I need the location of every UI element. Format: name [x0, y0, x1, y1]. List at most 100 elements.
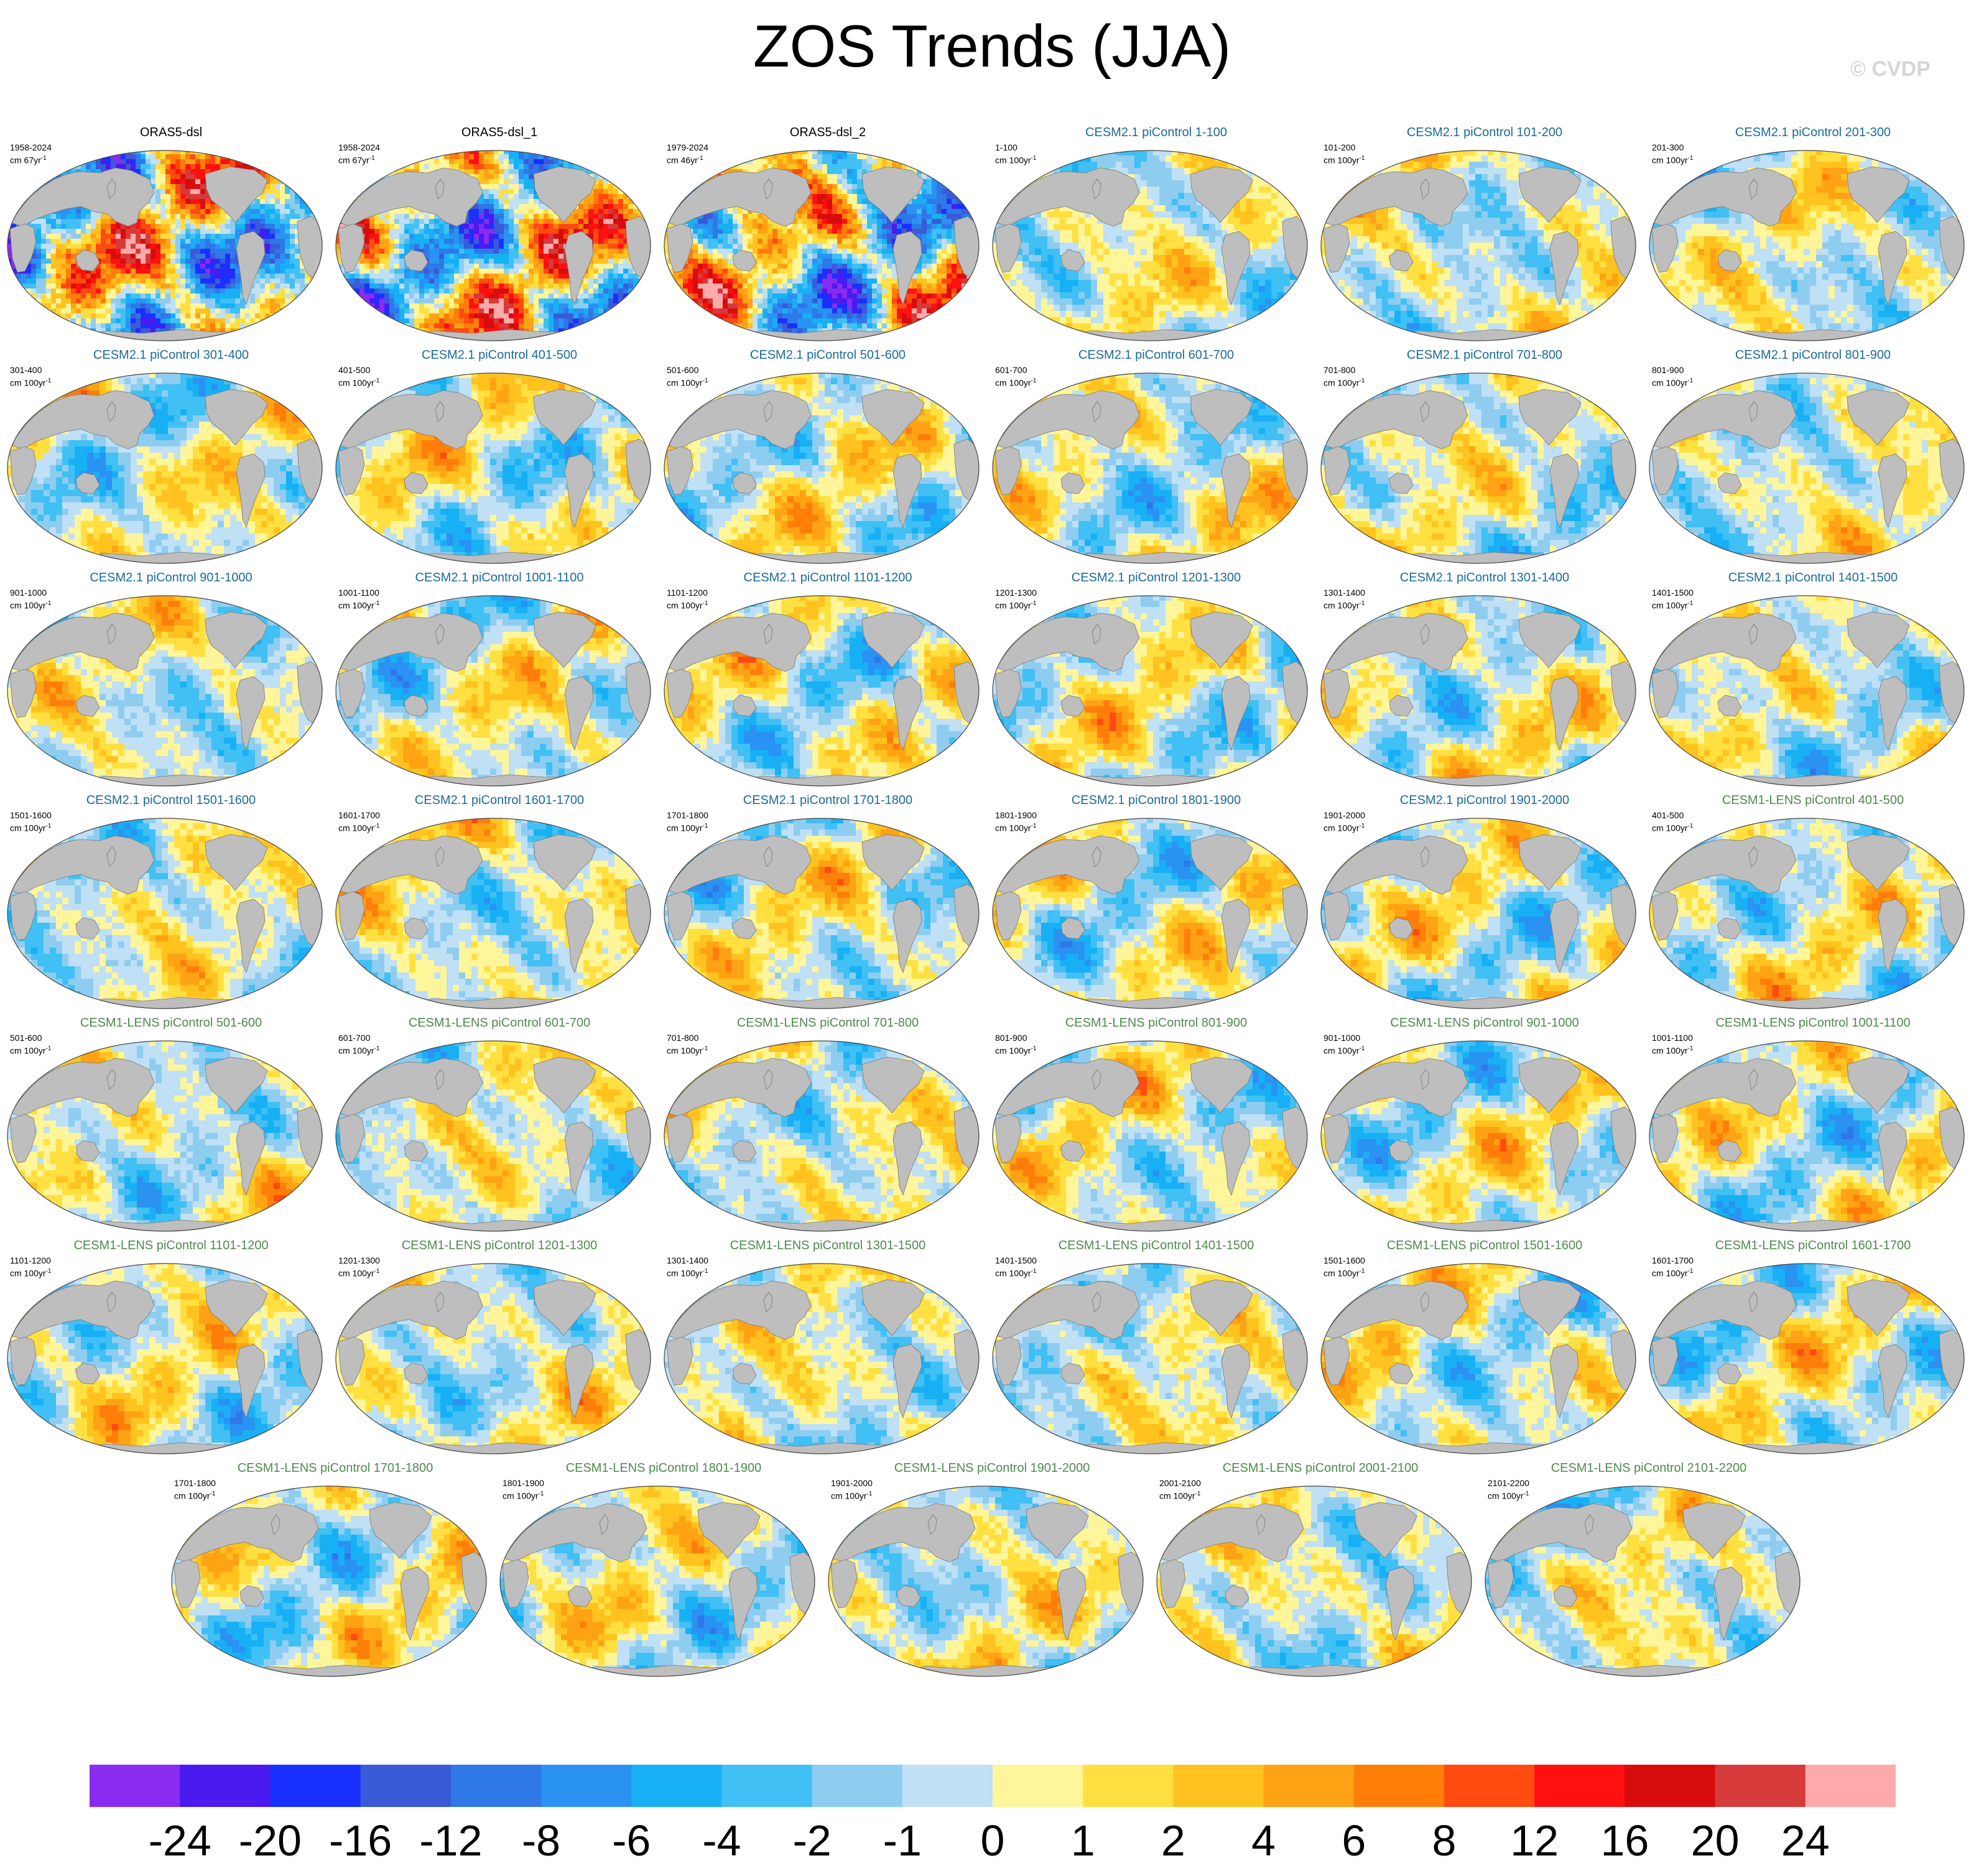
- trend-map: [1484, 1485, 1801, 1678]
- panel-period: 1958-2024: [10, 142, 52, 153]
- panel-period-units: 1801-1900 cm 100yr-1: [995, 810, 1037, 834]
- panel-period-units: 1001-1100 cm 100yr-1: [338, 587, 379, 611]
- panel-title: CESM1-LENS piControl 1401-1500: [991, 1239, 1321, 1253]
- panel-title: CESM2.1 piControl 801-900: [1648, 348, 1978, 363]
- map-panel: CESM1-LENS piControl 801-900 801-900 cm 10…: [991, 1015, 1321, 1232]
- trend-map: [1320, 1040, 1637, 1232]
- panel-title: CESM1-LENS piControl 1901-2000: [827, 1461, 1157, 1476]
- panel-units: cm 100yr-1: [1652, 1043, 1693, 1056]
- colorbar-swatch: [631, 1765, 722, 1807]
- map-panel: CESM2.1 piControl 701-800 701-800 cm 100yr…: [1320, 347, 1649, 565]
- colorbar-tick-label: -16: [329, 1816, 392, 1865]
- trend-map: [6, 372, 323, 565]
- map-panel: CESM2.1 piControl 401-500 401-500 cm 100yr…: [335, 347, 664, 565]
- panel-period-units: 501-600 cm 100yr-1: [10, 1032, 51, 1056]
- panel-units: cm 100yr-1: [10, 376, 51, 389]
- panel-period-units: 501-600 cm 100yr-1: [667, 364, 708, 389]
- colorbar-swatch: [1264, 1765, 1355, 1807]
- panel-period-units: 2001-2100 cm 100yr-1: [1159, 1477, 1201, 1502]
- colorbar-tick-label: 8: [1432, 1816, 1457, 1865]
- panel-units: cm 100yr-1: [667, 821, 708, 834]
- colorbar-tick-label: 0: [981, 1816, 1005, 1865]
- colorbar-swatch: [90, 1765, 180, 1807]
- map-panel: CESM1-LENS piControl 1101-1200 1101-1200 c…: [6, 1237, 336, 1455]
- panel-units: cm 100yr-1: [338, 1043, 379, 1056]
- panel-title: CESM2.1 piControl 1801-1900: [991, 793, 1321, 808]
- panel-units: cm 100yr-1: [995, 821, 1037, 834]
- panel-title: CESM1-LENS piControl 2001-2100: [1156, 1461, 1485, 1476]
- panel-title: CESM1-LENS piControl 1001-1100: [1648, 1016, 1978, 1030]
- map-panel: CESM2.1 piControl 301-400 301-400 cm 100yr…: [6, 347, 336, 565]
- trend-map: [1648, 149, 1965, 342]
- colorbar-swatch: [270, 1765, 361, 1807]
- trend-map: [335, 817, 652, 1010]
- trend-map: [663, 149, 980, 342]
- map-panel: CESM2.1 piControl 501-600 501-600 cm 100yr…: [663, 347, 993, 565]
- panel-title: CESM2.1 piControl 1601-1700: [335, 793, 664, 808]
- panel-units: cm 100yr-1: [667, 1043, 708, 1056]
- panel-period-units: 1501-1600 cm 100yr-1: [1323, 1255, 1365, 1279]
- panel-units: cm 100yr-1: [1652, 153, 1693, 166]
- colorbar-tick-label: -6: [612, 1816, 651, 1865]
- map-panel: CESM2.1 piControl 1501-1600 1501-1600 cm 1…: [6, 792, 336, 1010]
- panel-units: cm 100yr-1: [1159, 1489, 1201, 1502]
- colorbar-tick-label: 6: [1342, 1816, 1366, 1865]
- panel-title: CESM1-LENS piControl 1501-1600: [1320, 1239, 1649, 1253]
- map-panel: ORAS5-dsl_2 1979-2024 cm 46yr-1: [663, 124, 993, 342]
- map-panel: CESM1-LENS piControl 1701-1800 1701-1800 c…: [170, 1460, 500, 1678]
- map-panel: ORAS5-dsl_1 1958-2024 cm 67yr-1: [335, 124, 664, 342]
- map-panel: CESM1-LENS piControl 2101-2200 2101-2200 c…: [1484, 1460, 1814, 1678]
- panel-period-units: 1901-2000 cm 100yr-1: [831, 1477, 873, 1502]
- panel-period: 1301-1400: [1323, 587, 1365, 598]
- colorbar-tick-label: 24: [1781, 1816, 1830, 1865]
- map-panel: CESM2.1 piControl 1101-1200 1101-1200 cm 1…: [663, 570, 993, 787]
- panel-period-units: 1701-1800 cm 100yr-1: [667, 810, 708, 834]
- colorbar-swatch: [1715, 1765, 1806, 1807]
- trend-map: [335, 372, 652, 565]
- panel-units: cm 100yr-1: [1323, 821, 1365, 834]
- trend-map: [1648, 817, 1965, 1010]
- panel-period-units: 101-200 cm 100yr-1: [1323, 142, 1365, 166]
- colorbar-tick-label: -12: [419, 1816, 482, 1865]
- panel-title: CESM1-LENS piControl 401-500: [1648, 793, 1978, 808]
- panel-period-units: 401-500 cm 100yr-1: [1652, 810, 1693, 834]
- map-panel: CESM1-LENS piControl 401-500 401-500 cm 10…: [1648, 792, 1978, 1010]
- trend-map: [991, 149, 1309, 342]
- map-panel: CESM2.1 piControl 1801-1900 1801-1900 cm 1…: [991, 792, 1321, 1010]
- map-panel: CESM2.1 piControl 801-900 801-900 cm 100yr…: [1648, 347, 1978, 565]
- panel-units: cm 100yr-1: [667, 1266, 708, 1279]
- panel-period-units: 901-1000 cm 100yr-1: [1323, 1032, 1365, 1056]
- panel-units: cm 100yr-1: [1323, 153, 1365, 166]
- panel-period: 2001-2100: [1159, 1477, 1201, 1489]
- panel-period: 301-400: [10, 364, 51, 376]
- panel-units: cm 100yr-1: [995, 598, 1037, 611]
- map-panel: CESM2.1 piControl 1401-1500 1401-1500 cm 1…: [1648, 570, 1978, 787]
- panel-period: 1001-1100: [1652, 1032, 1693, 1043]
- trend-map: [1648, 594, 1965, 787]
- panel-period-units: 1301-1400 cm 100yr-1: [1323, 587, 1365, 611]
- panel-units: cm 46yr-1: [667, 153, 708, 166]
- panel-period-units: 401-500 cm 100yr-1: [338, 364, 379, 389]
- panel-units: cm 100yr-1: [1323, 376, 1365, 389]
- panel-period: 201-300: [1652, 142, 1693, 153]
- trend-map: [170, 1485, 488, 1678]
- panel-period-units: 1958-2024 cm 67yr-1: [10, 142, 52, 166]
- panel-units: cm 100yr-1: [1488, 1489, 1529, 1502]
- panel-period: 101-200: [1323, 142, 1365, 153]
- panel-units: cm 100yr-1: [503, 1489, 544, 1502]
- colorbar-tick-label: -20: [239, 1816, 302, 1865]
- colorbar-swatch: [1354, 1765, 1445, 1807]
- trend-map: [1320, 149, 1637, 342]
- panel-title: CESM2.1 piControl 1201-1300: [991, 571, 1321, 585]
- panel-period: 1801-1900: [995, 810, 1037, 821]
- trend-map: [663, 1040, 980, 1232]
- panel-title: CESM2.1 piControl 101-200: [1320, 126, 1649, 140]
- panel-title: CESM2.1 piControl 1901-2000: [1320, 793, 1649, 808]
- trend-map: [1648, 372, 1965, 565]
- trend-map: [991, 1262, 1309, 1455]
- trend-map: [663, 372, 980, 565]
- panel-period-units: 2101-2200 cm 100yr-1: [1488, 1477, 1529, 1502]
- panel-units: cm 100yr-1: [1323, 598, 1365, 611]
- trend-map: [991, 372, 1309, 565]
- panel-units: cm 100yr-1: [10, 1266, 51, 1279]
